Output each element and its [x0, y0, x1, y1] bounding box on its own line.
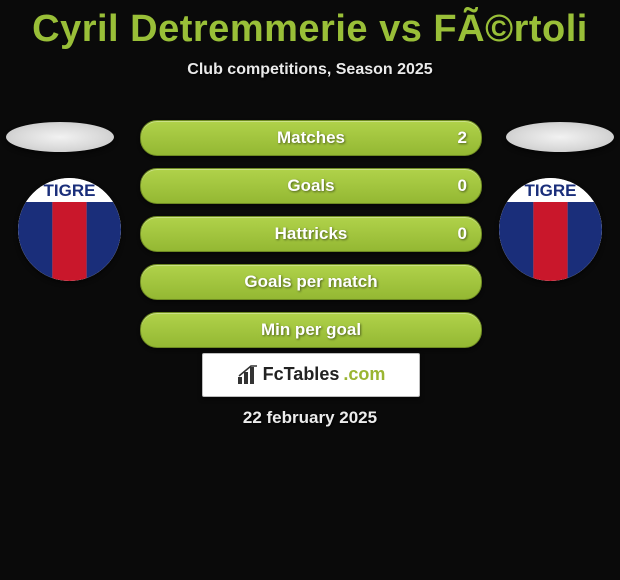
- player2-club-badge: TIGRE: [499, 178, 602, 281]
- stats-rows: Matches 2 Goals 0 Hattricks 0 Goals per …: [140, 120, 480, 360]
- subtitle: Club competitions, Season 2025: [0, 61, 620, 79]
- stat-label: Min per goal: [141, 313, 481, 347]
- comparison-title: Cyril Detremmerie vs FÃ©rtoli: [0, 0, 620, 51]
- branding-name: FcTables: [263, 364, 340, 385]
- stat-right-value: 0: [458, 217, 467, 251]
- stat-label: Matches: [141, 121, 481, 155]
- stat-row-goals: Goals 0: [140, 168, 482, 204]
- player2-head-silhouette: [506, 122, 614, 152]
- bar-chart-icon: [237, 365, 259, 385]
- stat-row-matches: Matches 2: [140, 120, 482, 156]
- stat-label: Hattricks: [141, 217, 481, 251]
- player1-name: Cyril Detremmerie: [32, 8, 368, 50]
- stat-row-goals-per-match: Goals per match: [140, 264, 482, 300]
- stat-label: Goals: [141, 169, 481, 203]
- branding-tld: .com: [343, 364, 385, 385]
- stat-row-hattricks: Hattricks 0: [140, 216, 482, 252]
- player1-head-silhouette: [6, 122, 114, 152]
- stat-right-value: 2: [458, 121, 467, 155]
- stat-right-value: 0: [458, 169, 467, 203]
- stat-label: Goals per match: [141, 265, 481, 299]
- branding-box: FcTables.com: [202, 353, 420, 397]
- player2-name: FÃ©rtoli: [433, 8, 587, 50]
- player1-club-badge: TIGRE: [18, 178, 121, 281]
- vs-separator: vs: [379, 8, 422, 50]
- club-right-label: TIGRE: [525, 181, 577, 200]
- caption-date: 22 february 2025: [0, 408, 620, 428]
- stat-row-min-per-goal: Min per goal: [140, 312, 482, 348]
- club-left-label: TIGRE: [44, 181, 96, 200]
